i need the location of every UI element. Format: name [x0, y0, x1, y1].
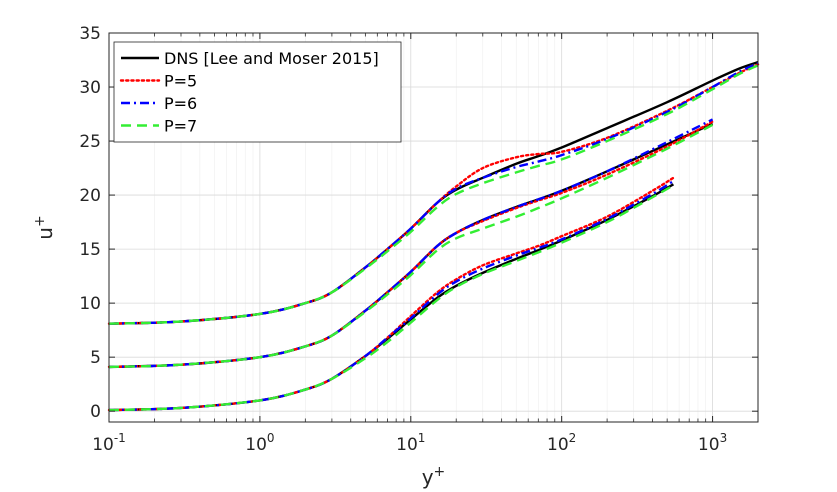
- x-tick-label: 100: [245, 431, 274, 455]
- y-tick-label: 20: [79, 186, 101, 206]
- y-tick-label: 30: [79, 78, 101, 98]
- x-tick-label-base: 10: [396, 435, 418, 455]
- legend-label-2: P=6: [164, 94, 197, 113]
- y-axis-label-sup: +: [32, 215, 48, 227]
- x-tick-label-exp: 3: [720, 431, 728, 445]
- y-tick-label: 0: [90, 402, 101, 422]
- x-axis-label-sup: +: [434, 464, 446, 480]
- plot-frame: [108, 32, 759, 423]
- x-tick-label-base: 10: [245, 435, 267, 455]
- series-lines: [107, 61, 760, 412]
- y-tick-label: 5: [90, 348, 101, 368]
- legend-label-3: P=7: [164, 117, 197, 136]
- y-axis-label: u+: [32, 215, 57, 239]
- x-tick-label-base: 10: [698, 435, 720, 455]
- series-line-3-curve-1: [108, 123, 714, 369]
- x-tick-label: 101: [396, 431, 425, 455]
- y-tick-label: 25: [79, 132, 101, 152]
- legend-items: DNS [Lee and Moser 2015] P=5 P=6 P=7: [119, 49, 379, 136]
- x-tick-label-base: 10: [92, 435, 114, 455]
- x-tick-label: 103: [698, 431, 727, 455]
- legend-box: [113, 41, 402, 143]
- y-axis-label-base: u: [33, 227, 57, 240]
- x-tick-label: 102: [547, 431, 576, 455]
- x-tick-label-exp: 1: [418, 431, 426, 445]
- series-3: [108, 64, 759, 412]
- series-line-3-curve-0: [108, 64, 759, 325]
- x-tick-label: 10-1: [92, 431, 126, 455]
- x-axis-label-base: y: [422, 465, 434, 489]
- x-tick-label-exp: -1: [114, 431, 126, 445]
- legend-label-1: P=5: [164, 72, 197, 91]
- legend: DNS [Lee and Moser 2015] P=5 P=6 P=7: [113, 41, 402, 143]
- series-line-3-curve-2: [108, 184, 674, 412]
- x-tick-label-base: 10: [547, 435, 569, 455]
- x-tick-label-exp: 0: [267, 431, 275, 445]
- x-tick-label-exp: 2: [569, 431, 577, 445]
- legend-label-0: DNS [Lee and Moser 2015]: [164, 49, 379, 68]
- x-axis-label: y+: [422, 464, 446, 489]
- y-tick-label: 35: [79, 24, 101, 44]
- y-tick-label: 10: [79, 294, 101, 314]
- y-tick-label: 15: [79, 240, 101, 260]
